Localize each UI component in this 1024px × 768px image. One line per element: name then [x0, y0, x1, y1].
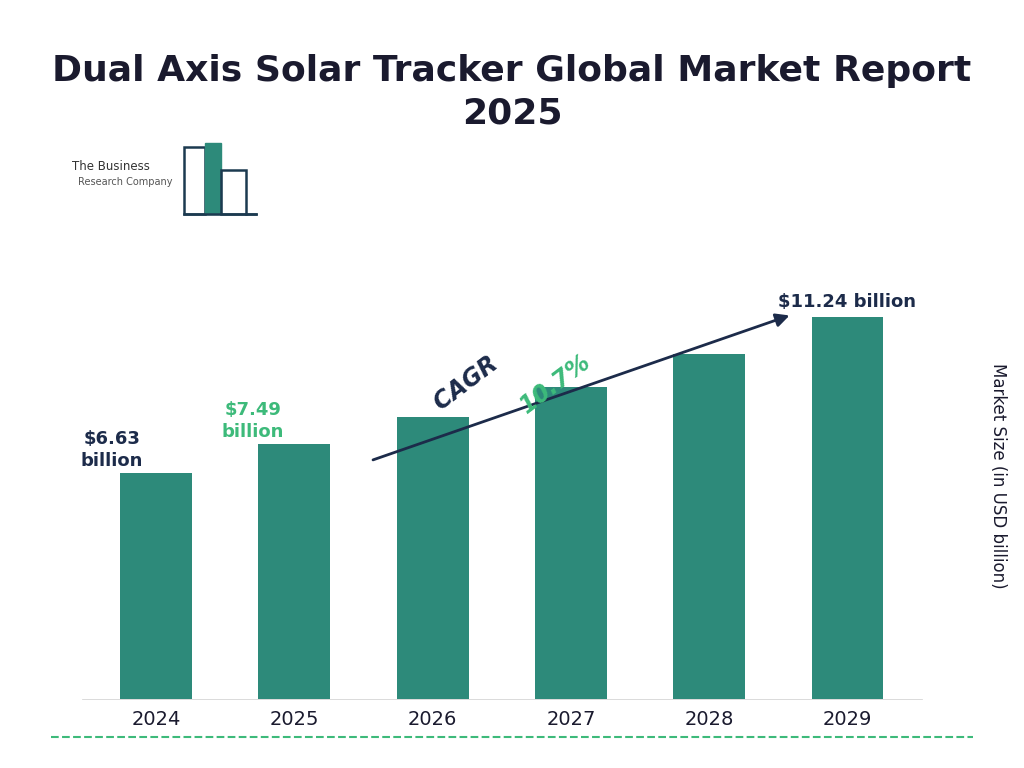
Bar [120, 473, 191, 699]
Text: $6.63
billion: $6.63 billion [81, 430, 143, 470]
Text: $11.24 billion: $11.24 billion [778, 293, 916, 312]
Bar [205, 143, 221, 214]
Text: Market Size (in USD billion): Market Size (in USD billion) [989, 363, 1008, 589]
Text: Research Company: Research Company [78, 177, 172, 187]
Bar [673, 354, 745, 699]
Text: The Business: The Business [72, 160, 150, 173]
Bar [812, 316, 884, 699]
Bar [396, 417, 469, 699]
Text: $7.49
billion: $7.49 billion [221, 401, 284, 441]
Text: 10.7%: 10.7% [516, 349, 596, 418]
Bar [535, 387, 607, 699]
Text: Dual Axis Solar Tracker Global Market Report
2025: Dual Axis Solar Tracker Global Market Re… [52, 54, 972, 131]
Text: CAGR: CAGR [429, 347, 509, 415]
Bar [258, 444, 331, 699]
